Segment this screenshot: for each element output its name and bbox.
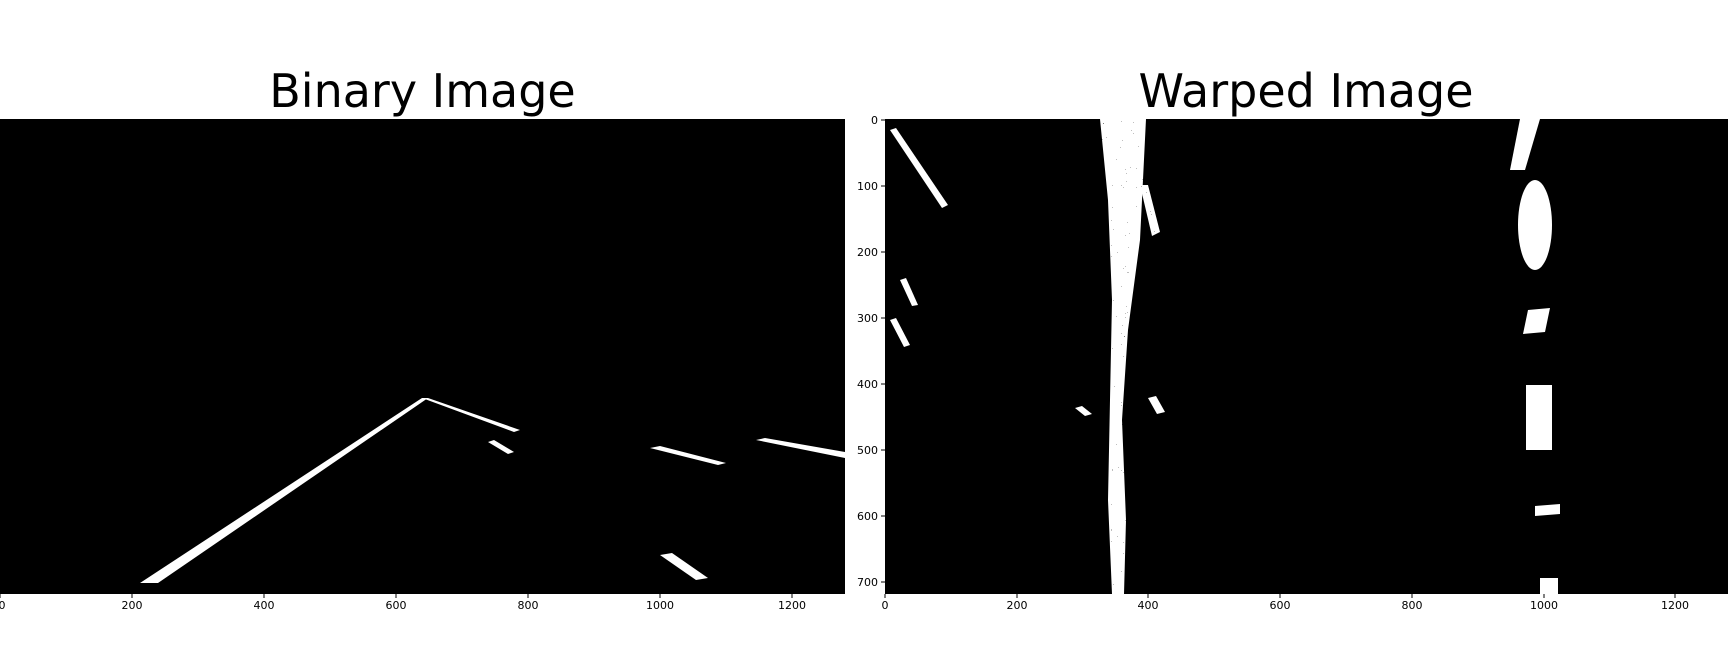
binary-x-tick: 1200 [778, 599, 806, 612]
warped-x-tick: 800 [1402, 599, 1423, 612]
warped-x-axis: 0 200 400 600 800 1000 1200 [882, 594, 1689, 612]
binary-x-tick: 200 [122, 599, 143, 612]
warped-y-tick: 400 [857, 378, 878, 391]
warped-x-tick: 1200 [1661, 599, 1689, 612]
warped-image-title: Warped Image [1138, 64, 1474, 118]
warped-x-tick: 0 [882, 599, 889, 612]
binary-x-tick: 0 [0, 599, 6, 612]
warped-y-tick: 200 [857, 246, 878, 259]
warped-y-tick: 300 [857, 312, 878, 325]
warped-y-tick: 500 [857, 444, 878, 457]
warped-y-tick: 700 [857, 576, 878, 589]
warped-x-tick: 200 [1007, 599, 1028, 612]
binary-x-tick: 1000 [646, 599, 674, 612]
warped-y-tick: 600 [857, 510, 878, 523]
warped-x-tick: 1000 [1530, 599, 1558, 612]
warped-image [885, 119, 1728, 594]
warped-y-axis: 0 100 200 300 400 500 600 700 [857, 114, 885, 589]
binary-image-title: Binary Image [269, 64, 576, 118]
warped-x-tick: 600 [1270, 599, 1291, 612]
binary-x-tick: 600 [386, 599, 407, 612]
warped-y-tick: 100 [857, 180, 878, 193]
binary-x-tick: 400 [254, 599, 275, 612]
binary-x-tick: 800 [518, 599, 539, 612]
binary-x-axis: 0 200 400 600 800 1000 1200 [0, 594, 806, 612]
binary-image [0, 119, 845, 594]
warped-x-tick: 400 [1138, 599, 1159, 612]
warped-y-tick: 0 [871, 114, 878, 127]
